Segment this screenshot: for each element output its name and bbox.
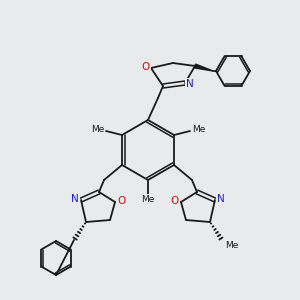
Text: N: N (217, 194, 225, 204)
Text: Me: Me (225, 241, 238, 250)
Text: O: O (117, 196, 125, 206)
Polygon shape (194, 64, 213, 71)
Text: Me: Me (91, 125, 104, 134)
Text: Me: Me (192, 125, 206, 134)
Text: Me: Me (141, 194, 155, 203)
Text: O: O (142, 62, 150, 72)
Text: N: N (71, 194, 79, 204)
Text: N: N (186, 79, 194, 89)
Text: O: O (171, 196, 179, 206)
